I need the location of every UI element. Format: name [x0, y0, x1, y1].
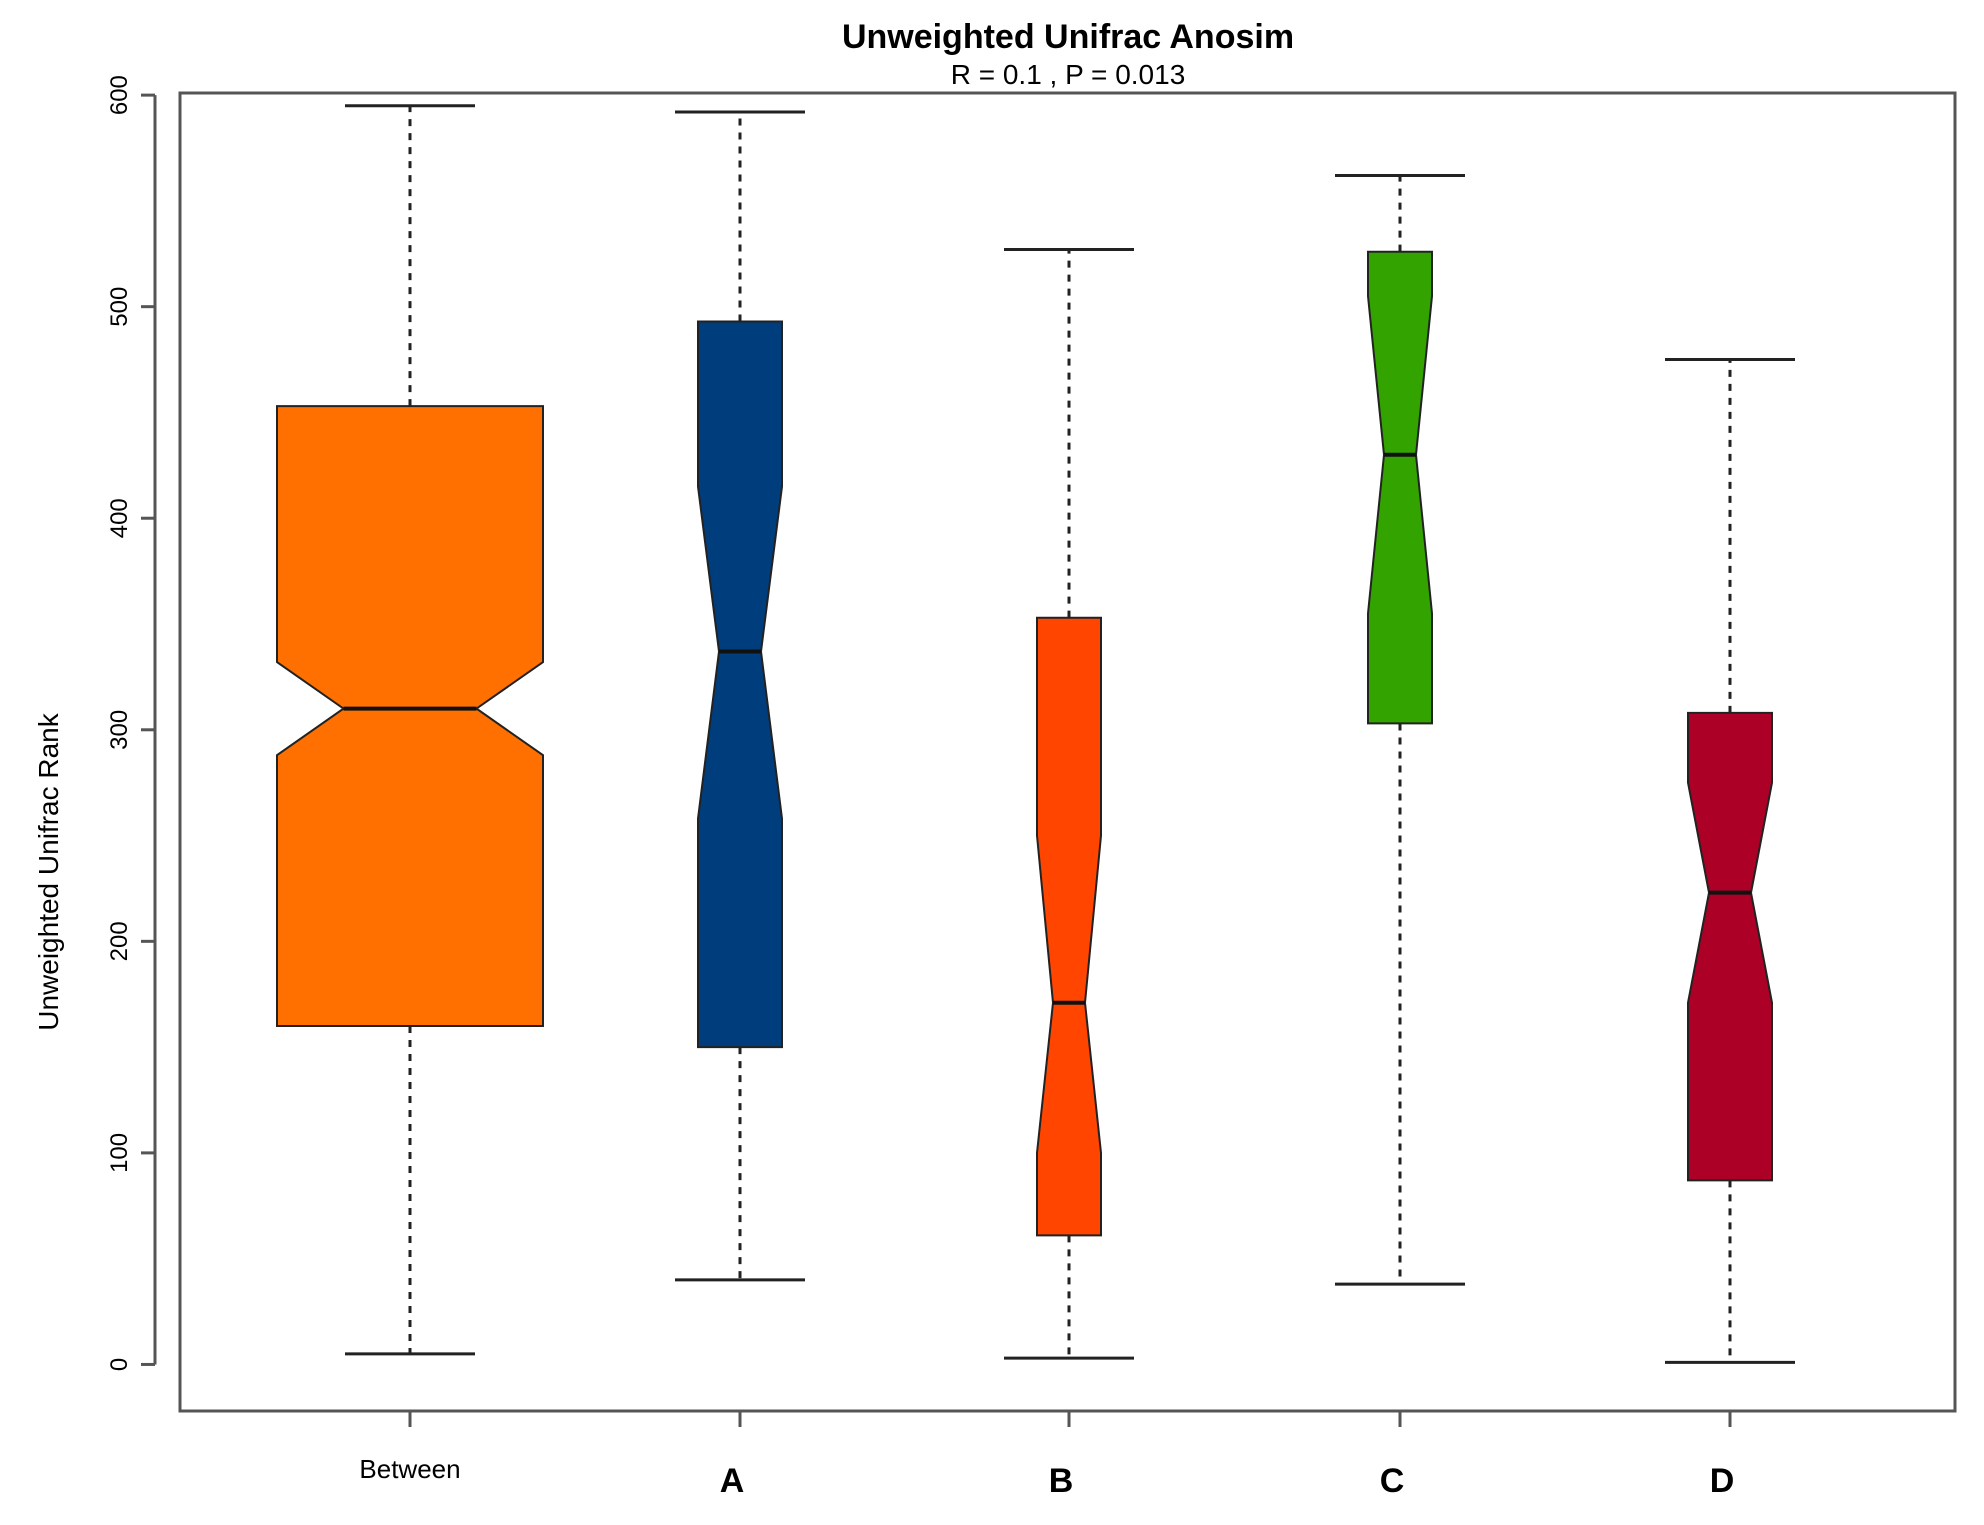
y-axis-label: Unweighted Unifrac Rank: [33, 712, 64, 1030]
y-tick-label: 200: [106, 921, 133, 961]
box-body: [276, 405, 544, 1027]
box-between: [276, 104, 544, 1356]
y-tick-label: 100: [106, 1133, 133, 1173]
boxes-layer: [276, 104, 1795, 1364]
y-tick-label: 0: [106, 1358, 133, 1371]
x-category-label: B: [1049, 1462, 1074, 1500]
y-tick-label: 400: [106, 498, 133, 538]
x-axis: Between A B C D: [359, 1409, 1735, 1500]
x-category-label: A: [720, 1462, 745, 1500]
box-body: [1367, 250, 1433, 725]
box-b: [1004, 248, 1134, 1360]
y-tick-label: 500: [106, 287, 133, 327]
chart-title: Unweighted Unifrac Anosim: [842, 18, 1294, 56]
box-a: [675, 110, 805, 1282]
box-c: [1335, 174, 1465, 1286]
box-body: [1036, 616, 1102, 1237]
box-d: [1665, 358, 1795, 1364]
y-axis: 0 100 200 300 400 500 600: [106, 75, 157, 1371]
y-tick-label: 600: [106, 75, 133, 115]
x-category-label: C: [1380, 1462, 1405, 1500]
box-body: [1687, 711, 1773, 1182]
box-body: [697, 320, 783, 1049]
chart-subtitle: R = 0.1 , P = 0.013: [951, 59, 1186, 90]
x-category-label: Between: [359, 1454, 460, 1484]
x-category-label: D: [1710, 1462, 1735, 1500]
y-tick-label: 300: [106, 710, 133, 750]
